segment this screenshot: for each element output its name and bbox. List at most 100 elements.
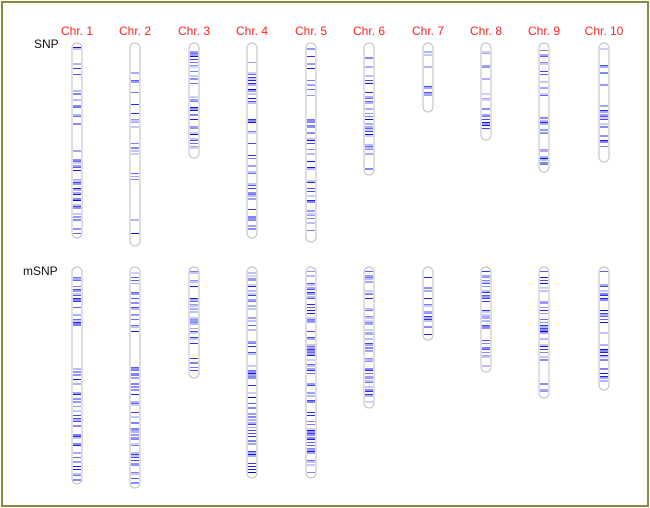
marker — [307, 213, 315, 215]
marker — [540, 164, 548, 165]
marker — [540, 328, 548, 329]
chromosome-4-snp — [246, 42, 258, 239]
marker — [248, 188, 256, 189]
marker — [600, 84, 608, 86]
marker — [365, 168, 373, 170]
marker — [540, 338, 548, 340]
marker — [482, 328, 490, 329]
marker — [307, 222, 315, 224]
marker — [482, 281, 490, 283]
marker — [600, 123, 608, 125]
marker — [540, 87, 548, 89]
marker — [131, 386, 139, 388]
marker — [600, 65, 608, 66]
marker — [73, 192, 81, 194]
marker — [190, 110, 198, 111]
marker — [73, 479, 81, 481]
marker — [190, 367, 198, 368]
marker — [540, 287, 548, 289]
marker — [365, 370, 373, 371]
marker — [600, 271, 608, 272]
marker — [73, 68, 81, 69]
marker — [131, 473, 139, 475]
marker — [190, 65, 198, 66]
chromosome-7-msnp — [422, 266, 434, 341]
chromosome-outline — [129, 42, 141, 247]
marker — [600, 116, 608, 117]
marker — [307, 284, 315, 286]
marker — [248, 119, 256, 120]
marker — [248, 325, 256, 326]
marker — [190, 114, 198, 116]
marker — [248, 98, 256, 99]
marker — [307, 95, 315, 96]
marker — [540, 283, 548, 284]
marker — [131, 81, 139, 83]
marker — [73, 466, 81, 467]
marker — [600, 352, 608, 353]
marker — [365, 386, 373, 388]
marker — [307, 338, 315, 340]
marker — [365, 102, 373, 104]
marker — [540, 162, 548, 164]
marker — [73, 473, 81, 475]
marker — [307, 350, 315, 352]
marker — [190, 99, 198, 101]
marker — [73, 437, 81, 439]
marker — [190, 358, 198, 359]
marker — [248, 155, 256, 156]
marker — [307, 365, 315, 367]
chromosome-8-msnp — [480, 266, 492, 373]
marker — [482, 314, 490, 316]
marker — [73, 105, 81, 107]
marker — [365, 329, 373, 331]
marker — [307, 395, 315, 397]
marker — [307, 383, 315, 385]
marker — [190, 147, 198, 149]
marker — [73, 452, 81, 454]
marker — [248, 427, 256, 428]
marker — [482, 316, 490, 317]
marker — [190, 370, 198, 371]
marker — [600, 350, 608, 352]
marker — [600, 368, 608, 370]
marker — [365, 293, 373, 295]
marker — [131, 120, 139, 122]
marker — [131, 383, 139, 385]
marker — [73, 301, 81, 302]
marker — [307, 230, 315, 231]
marker — [540, 50, 548, 51]
marker — [190, 281, 198, 283]
marker — [131, 403, 139, 404]
chromosome-9-snp — [538, 42, 550, 173]
marker — [73, 48, 81, 50]
marker — [540, 383, 548, 385]
marker — [307, 451, 315, 452]
marker — [190, 271, 198, 272]
marker — [131, 430, 139, 431]
marker — [365, 394, 373, 395]
marker — [600, 117, 608, 119]
marker — [540, 332, 548, 334]
marker — [73, 162, 81, 164]
marker — [131, 80, 139, 81]
marker — [190, 71, 198, 72]
marker — [307, 287, 315, 289]
marker — [424, 317, 432, 319]
chromosome-outline — [598, 266, 610, 391]
marker — [540, 93, 548, 95]
marker — [131, 153, 139, 155]
chromosome-outline — [188, 42, 200, 159]
marker — [190, 53, 198, 54]
marker — [600, 146, 608, 147]
marker — [248, 452, 256, 454]
marker — [482, 277, 490, 278]
marker — [131, 431, 139, 433]
marker — [190, 311, 198, 313]
marker — [540, 307, 548, 308]
marker — [73, 200, 81, 201]
marker — [73, 298, 81, 299]
marker — [131, 412, 139, 413]
marker — [307, 431, 315, 433]
marker — [307, 271, 315, 272]
